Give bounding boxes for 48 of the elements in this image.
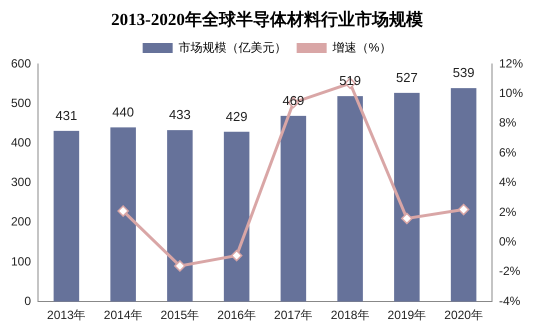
x-tick-label: 2019年: [388, 308, 426, 322]
chart-title: 2013-2020年全球半导体材料行业市场规模: [110, 9, 424, 31]
x-tick-label: 2015年: [160, 308, 200, 322]
bar: [224, 132, 250, 302]
x-tick-label: 2020年: [444, 308, 483, 322]
data-label: 539: [452, 65, 474, 80]
point: [174, 260, 186, 272]
point: [230, 250, 242, 262]
bar: [280, 116, 306, 302]
legend-label: 增速（%）: [332, 40, 392, 54]
y-tick-label: 200: [10, 214, 32, 229]
y-tick-label: 400: [10, 136, 32, 150]
y2-tick-label: 2%: [498, 204, 517, 219]
data-label: 431: [56, 108, 78, 123]
bar: [337, 96, 363, 302]
bar: [167, 130, 193, 302]
data-label: 433: [169, 107, 191, 122]
data-label: 469: [282, 92, 304, 108]
y-tick-label: 0: [24, 294, 32, 308]
y2-tick-label: 4%: [498, 175, 517, 190]
y2-tick-label: -2%: [498, 264, 521, 278]
y-tick-label: 100: [10, 254, 32, 268]
bar: [110, 127, 136, 302]
x-tick-label: 2014年: [104, 308, 142, 322]
y2-tick-label: 12%: [498, 56, 524, 70]
data-label: 527: [396, 70, 418, 85]
point: [117, 205, 129, 217]
y2-tick-label: 10%: [498, 86, 524, 100]
y-tick-label: 300: [10, 175, 32, 190]
bar: [54, 130, 80, 302]
y2-tick-label: 6%: [498, 145, 517, 160]
y2-tick-label: 0%: [498, 234, 517, 249]
y2-tick-label: -4%: [498, 294, 521, 308]
x-tick-label: 2013年: [47, 308, 86, 322]
data-label: 519: [339, 73, 361, 88]
legend-label: 市场规模（亿美元）: [178, 40, 287, 54]
y2-tick-label: 8%: [498, 116, 517, 130]
data-label: 440: [112, 104, 134, 120]
bar: [394, 92, 420, 302]
x-tick-label: 2018年: [330, 308, 370, 322]
point: [458, 204, 470, 216]
y-tick-label: 500: [10, 96, 32, 110]
y-tick-label: 600: [10, 56, 32, 70]
point: [401, 212, 413, 224]
x-tick-label: 2017年: [274, 308, 313, 322]
data-label: 429: [226, 108, 248, 124]
bar: [450, 88, 476, 302]
x-tick-label: 2016年: [217, 308, 256, 322]
